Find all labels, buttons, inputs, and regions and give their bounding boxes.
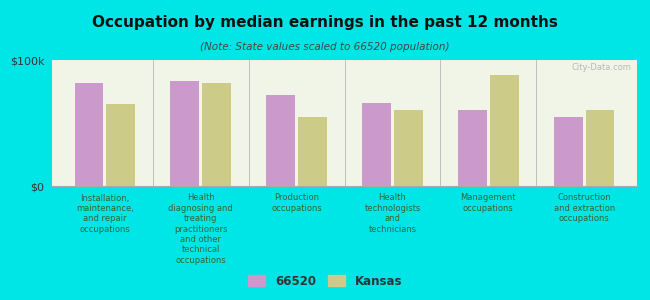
Bar: [106, 104, 135, 186]
Bar: [202, 83, 231, 186]
Text: Health
diagnosing and
treating
practitioners
and other
technical
occupations: Health diagnosing and treating practitio…: [168, 194, 233, 265]
Text: Occupation by median earnings in the past 12 months: Occupation by median earnings in the pas…: [92, 15, 558, 30]
Text: Management
occupations: Management occupations: [461, 194, 516, 213]
Bar: [490, 75, 519, 186]
Bar: [554, 117, 583, 186]
Legend: 66520, Kansas: 66520, Kansas: [244, 271, 406, 291]
Text: Installation,
maintenance,
and repair
occupations: Installation, maintenance, and repair oc…: [76, 194, 134, 234]
Text: (Note: State values scaled to 66520 population): (Note: State values scaled to 66520 popu…: [200, 42, 450, 52]
Bar: [75, 83, 103, 186]
Text: Production
occupations: Production occupations: [271, 194, 322, 213]
Bar: [266, 95, 295, 186]
Text: Construction
and extraction
occupations: Construction and extraction occupations: [554, 194, 615, 223]
Bar: [362, 103, 391, 186]
Bar: [394, 110, 422, 186]
Text: Health
technologists
and
technicians: Health technologists and technicians: [365, 194, 421, 234]
Bar: [586, 110, 614, 186]
Text: City-Data.com: City-Data.com: [571, 62, 631, 71]
Bar: [458, 110, 487, 186]
Bar: [170, 81, 199, 186]
Bar: [298, 117, 327, 186]
